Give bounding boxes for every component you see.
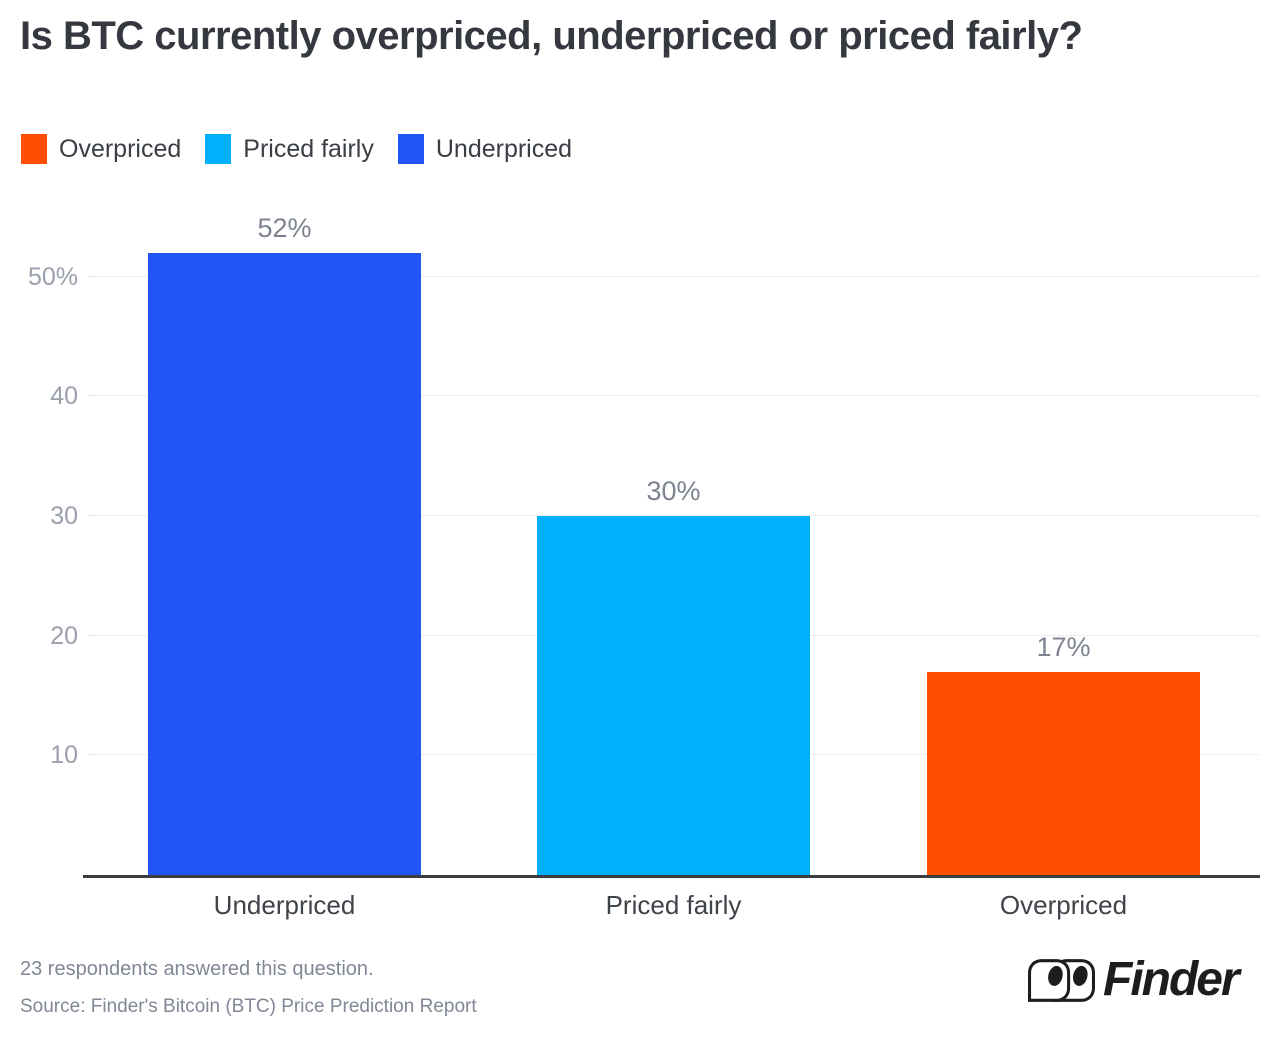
legend-swatch-icon (397, 134, 424, 164)
bar-underpriced (148, 252, 421, 875)
finder-wordmark: Finder (1103, 953, 1240, 1006)
y-tick-label-50: 50% (27, 262, 78, 291)
legend-swatch-icon (205, 134, 232, 164)
gridline-50 (88, 275, 1260, 277)
legend-swatch-icon (21, 134, 47, 164)
y-axis-labels: 10 20 30 40 50% (0, 200, 78, 875)
gridline-30 (88, 514, 1260, 516)
x-tick-label-overpriced: Overpriced (999, 890, 1128, 920)
legend-label: Underpriced (435, 134, 573, 163)
legend-item-overpriced: Overpriced (21, 134, 181, 164)
bar-value-overpriced: 17% (1036, 631, 1091, 662)
plot-area: 52% 30% 17% (83, 200, 1260, 878)
respondents-note: 23 respondents answered this question. (20, 958, 374, 980)
x-tick-label-underpriced: Underpriced (213, 890, 356, 920)
legend-label: Overpriced (59, 134, 182, 163)
bar-overpriced (927, 671, 1200, 875)
finder-eyes-icon (1028, 958, 1095, 1002)
gridline-40 (88, 395, 1260, 397)
finder-logo: Finder (1028, 953, 1240, 1006)
bar-priced-fairly (537, 515, 810, 875)
legend-label: Priced fairly (243, 134, 374, 163)
x-tick-label-priced-fairly: Priced fairly (605, 890, 742, 920)
legend-item-underpriced: Underpriced (397, 134, 573, 164)
y-tick-label-30: 30 (50, 501, 78, 530)
legend-item-priced-fairly: Priced fairly (205, 134, 374, 164)
x-axis-labels: Underpriced Priced fairly Overpriced (83, 887, 1260, 923)
y-tick-label-10: 10 (50, 741, 78, 770)
source-note: Source: Finder's Bitcoin (BTC) Price Pre… (20, 996, 477, 1017)
chart-title: Is BTC currently overpriced, underpriced… (20, 14, 1083, 58)
bar-value-priced-fairly: 30% (646, 475, 701, 506)
bar-value-underpriced: 52% (257, 212, 312, 243)
y-tick-label-40: 40 (50, 382, 78, 411)
legend: Overpriced Priced fairly Underpriced (21, 134, 596, 164)
y-tick-label-20: 20 (50, 621, 78, 650)
